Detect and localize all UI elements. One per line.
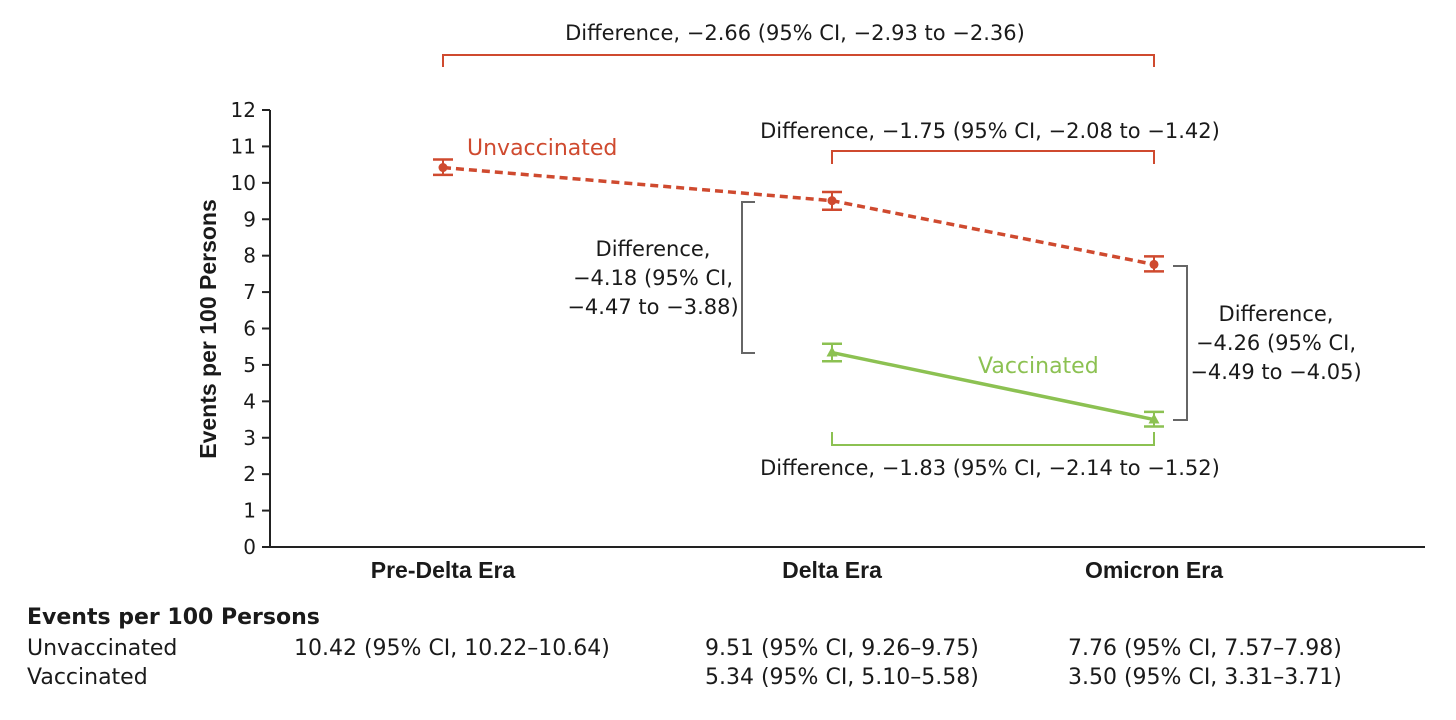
annotation-top: Difference, −2.66 (95% CI, −2.93 to −2.3… xyxy=(565,21,1025,45)
annotation-omicron-gap-1: Difference, xyxy=(1219,302,1334,326)
x-tick-label: Pre-Delta Era xyxy=(371,557,516,583)
y-tick-label: 12 xyxy=(231,98,256,122)
table-cell: 10.42 (95% CI, 10.22–10.64) xyxy=(294,636,610,661)
annotation-vac-delta-omicron: Difference, −1.83 (95% CI, −2.14 to −1.5… xyxy=(760,456,1220,480)
y-tick-label: 0 xyxy=(243,535,256,559)
y-tick-label: 2 xyxy=(243,462,256,486)
y-tick-label: 5 xyxy=(243,353,256,377)
series-unvaccinated xyxy=(433,158,1164,273)
table-cell: 9.51 (95% CI, 9.26–9.75) xyxy=(705,636,979,661)
series-line xyxy=(442,165,1155,267)
table-row-label-unvaccinated: Unvaccinated xyxy=(27,636,178,661)
table-title: Events per 100 Persons xyxy=(27,605,320,630)
y-tick-label: 7 xyxy=(243,280,256,304)
x-tick-label: Omicron Era xyxy=(1085,557,1223,583)
annotation-delta-gap-3: −4.47 to −3.88) xyxy=(567,295,738,319)
x-tick-labels: Pre-Delta Era Delta Era Omicron Era xyxy=(371,557,1223,583)
y-tick-label: 1 xyxy=(243,499,256,523)
series-line xyxy=(831,350,1155,422)
y-tick-label: 4 xyxy=(243,389,256,413)
annotation-unvac-delta-omicron: Difference, −1.75 (95% CI, −2.08 to −1.4… xyxy=(760,119,1220,143)
series-layer xyxy=(433,158,1164,428)
data-point xyxy=(1148,413,1160,424)
y-tick-label: 11 xyxy=(231,134,256,158)
data-point xyxy=(827,196,837,206)
bracket-top xyxy=(442,54,1155,67)
legend-vaccinated: Vaccinated xyxy=(978,354,1099,379)
annotation-delta-gap-1: Difference, xyxy=(596,237,711,261)
y-tick-label: 3 xyxy=(243,426,256,450)
annotation-omicron-gap-2: −4.26 (95% CI, xyxy=(1196,331,1356,355)
data-point xyxy=(1149,259,1159,269)
table-cell: 5.34 (95% CI, 5.10–5.58) xyxy=(705,665,979,690)
x-tick-label: Delta Era xyxy=(782,557,882,583)
data-point xyxy=(826,346,838,357)
y-axis-label: Events per 100 Persons xyxy=(195,199,221,459)
annotation-omicron-gap-3: −4.49 to −4.05) xyxy=(1190,360,1361,384)
legend-unvaccinated: Unvaccinated xyxy=(467,136,617,161)
bracket-vac-delta-omicron xyxy=(831,432,1155,446)
y-tick-label: 10 xyxy=(231,171,256,195)
bracket-delta-gap xyxy=(741,201,755,354)
annotation-delta-gap-2: −4.18 (95% CI, xyxy=(573,266,733,290)
y-tick-label: 9 xyxy=(243,207,256,231)
table-cell: 3.50 (95% CI, 3.31–3.71) xyxy=(1068,665,1342,690)
bracket-unvac-delta-omicron xyxy=(831,150,1155,164)
y-tick-label: 6 xyxy=(243,317,256,341)
series-vaccinated xyxy=(822,342,1164,428)
table-row-label-vaccinated: Vaccinated xyxy=(27,665,148,690)
bracket-omicron-gap xyxy=(1173,265,1188,421)
table-cell: 7.76 (95% CI, 7.57–7.98) xyxy=(1068,636,1342,661)
data-point xyxy=(438,163,448,173)
y-tick-label: 8 xyxy=(243,244,256,268)
